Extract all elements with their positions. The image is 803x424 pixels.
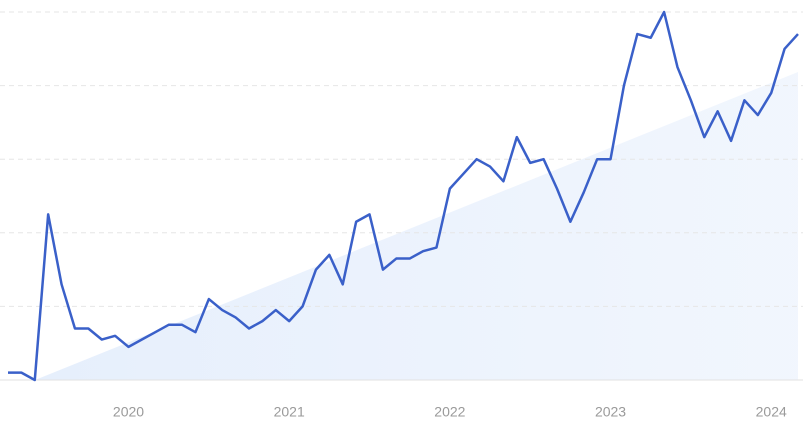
x-tick-label: 2020 <box>113 404 144 420</box>
x-tick-label: 2022 <box>434 404 465 420</box>
line <box>8 10 799 382</box>
x-tick-label: 2023 <box>595 404 626 420</box>
trend-area <box>35 72 798 380</box>
x-tick-label: 2021 <box>274 404 305 420</box>
x-tick-label: 2024 <box>756 404 787 420</box>
